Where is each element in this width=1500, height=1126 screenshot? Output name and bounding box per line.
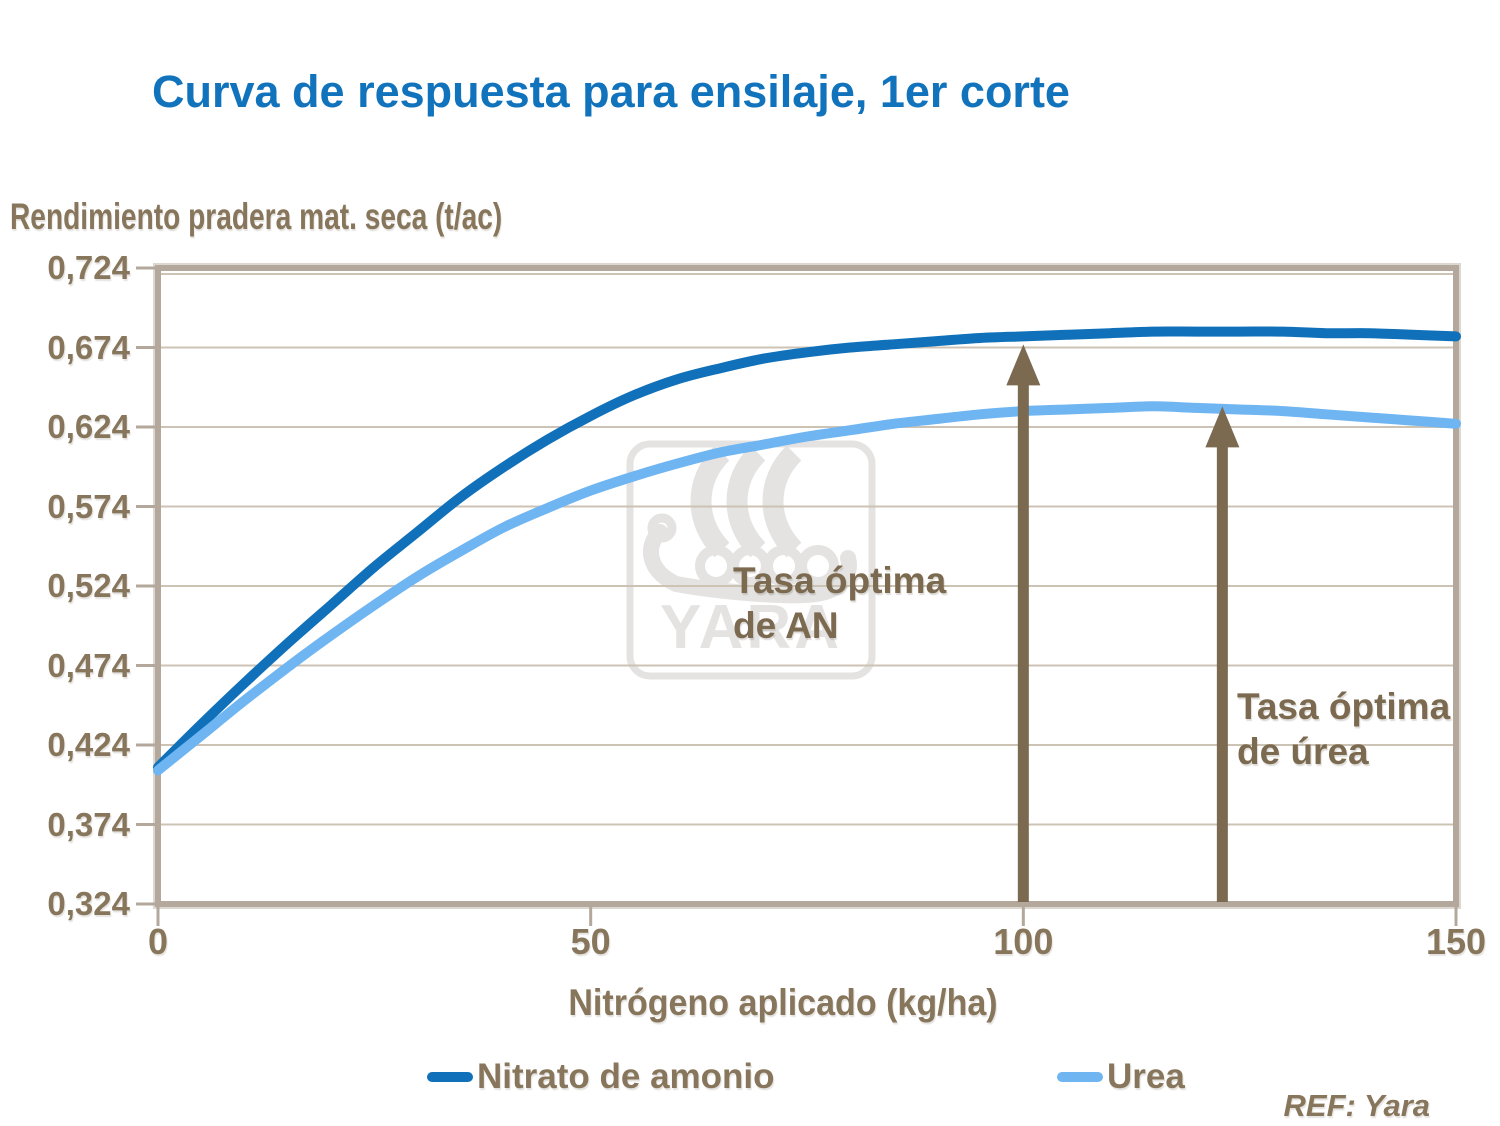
y-tick-label: 0,324 [47, 885, 130, 922]
x-axis-title: Nitrógeno aplicado (kg/ha) [568, 982, 998, 1023]
y-tick-label: 0,524 [47, 567, 130, 604]
yara-watermark-text: YARA [660, 593, 842, 662]
y-tick-label: 0,424 [47, 726, 130, 763]
annotation-line: de AN [733, 605, 839, 646]
series-line-nitrato-de-amonio [153, 326, 1461, 773]
legend-label: Nitrato de amonio [477, 1057, 775, 1096]
y-tick-label: 0,674 [47, 328, 130, 366]
chart-title: Curva de respuesta para ensilaje, 1er co… [152, 66, 1070, 117]
gridlines [158, 273, 1456, 826]
legend-swatch-line-icon [1057, 1072, 1103, 1082]
y-axis-title: Rendimiento pradera mat. seca (t/ac) [10, 196, 503, 237]
y-tick-label: 0,624 [47, 408, 130, 445]
legend-label: Urea [1107, 1057, 1185, 1096]
optimum-arrow-an [1006, 344, 1041, 902]
legend-item-urea: Urea [1057, 1054, 1185, 1100]
optimum-arrow-urea [1205, 406, 1240, 902]
y-tick-label: 0,374 [47, 805, 130, 843]
annotation-line: de úrea [1237, 731, 1369, 772]
annotation-optimum-urea: Tasa óptima de úrea [1237, 684, 1450, 774]
reference-note: REF: Yara [1283, 1088, 1430, 1123]
annotation-line: Tasa óptima [1237, 686, 1451, 727]
axis-ticks [136, 266, 1458, 926]
x-tick-label: 0 [147, 921, 169, 962]
legend-item-nitrato-de-amonio: Nitrato de amonio [427, 1054, 775, 1100]
legend-swatch-line-icon [427, 1072, 473, 1082]
annotation-optimum-an: Tasa óptima de AN [733, 558, 946, 648]
x-tick-label: 150 [1425, 921, 1487, 962]
y-tick-label: 0,474 [47, 646, 130, 684]
y-tick-label: 0,574 [47, 487, 130, 525]
x-tick-label: 50 [570, 921, 611, 962]
yara-watermark-logo [626, 440, 876, 680]
x-tick-label: 100 [993, 921, 1054, 962]
series-line-urea [153, 401, 1461, 776]
y-tick-label: 0,724 [47, 249, 130, 286]
chart-legend: Nitrato de amonio Urea [0, 1054, 1500, 1100]
annotation-line: Tasa óptima [733, 560, 947, 601]
